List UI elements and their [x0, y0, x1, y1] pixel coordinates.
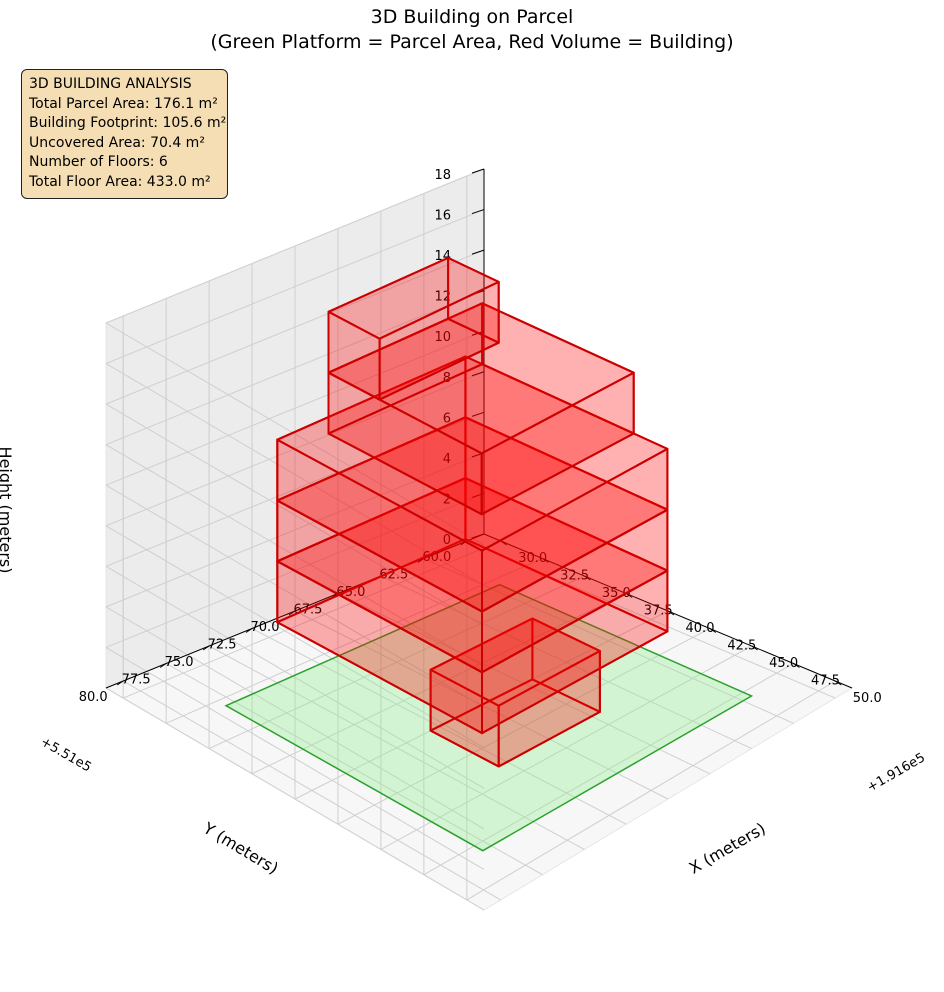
z-tick-label: 18	[434, 168, 451, 183]
z-tick	[471, 411, 485, 417]
info-heading: 3D BUILDING ANALYSIS	[29, 76, 192, 92]
back-left-gridline-z	[105, 452, 485, 608]
y-tick	[245, 628, 253, 633]
y-tick-label: 60.0	[422, 550, 451, 565]
x-tick-label: 37.5	[644, 604, 673, 619]
back-left-gridline-z	[105, 290, 485, 446]
back-right-gridline-z	[105, 606, 485, 830]
floor-6-face-top	[327, 256, 500, 340]
info-building-footprint: Building Footprint: 105.6 m²	[29, 115, 227, 131]
y-tick-label: 75.0	[165, 655, 194, 670]
parcel-platform	[224, 583, 754, 852]
x-tick	[542, 558, 549, 563]
x-tick	[834, 680, 842, 686]
x-tick-label: 42.5	[727, 639, 756, 654]
x-tick	[625, 593, 633, 598]
y-tick	[288, 610, 296, 616]
y-tick-label: 80.0	[79, 690, 108, 705]
y-tick	[116, 680, 124, 686]
x-tick-label: 47.5	[811, 674, 840, 689]
z-tick	[471, 371, 485, 377]
back-right-gridline-z	[105, 647, 485, 870]
z-axis-title: Height (meters)	[0, 447, 15, 574]
z-tick-label: 8	[443, 371, 451, 386]
info-total-floor-area: Total Floor Area: 433.0 m²	[29, 173, 211, 190]
x-offset-label: +1.916e5	[865, 750, 928, 795]
back-right-gridline-z	[105, 565, 485, 789]
x-tick	[584, 575, 591, 581]
back-right-gridline-z	[105, 687, 485, 911]
floor-4	[276, 355, 669, 613]
x-tick-label: 45.0	[769, 656, 798, 671]
x-tick	[751, 645, 758, 651]
x-tick	[793, 663, 800, 668]
z-tick-label: 2	[443, 492, 451, 507]
z-tick	[471, 209, 485, 215]
x-tick-label: 30.0	[518, 551, 547, 566]
back-left-gridline-z	[105, 249, 485, 405]
z-tick-label: 6	[443, 411, 451, 426]
back-left-gridline-z	[105, 330, 485, 486]
info-uncovered-area: Uncovered Area: 70.4 m²	[29, 134, 205, 151]
z-tick-label: 12	[434, 290, 451, 305]
y-tick-label: 72.5	[208, 638, 237, 653]
z-tick-label: 0	[443, 533, 451, 548]
z-tick-label: 10	[434, 330, 451, 345]
x-tick-label: 35.0	[602, 586, 631, 601]
y-tick-label: 62.5	[379, 568, 408, 583]
x-tick-label: 40.0	[686, 621, 715, 636]
z-tick	[471, 533, 485, 539]
z-tick-label: 16	[434, 209, 451, 224]
y-axis-title: Y (meters)	[199, 818, 281, 878]
chart-title: 3D Building on Parcel	[370, 6, 574, 28]
x-tick	[667, 610, 675, 616]
floor-gridline-y	[423, 558, 794, 724]
floor-6	[327, 256, 500, 401]
y-offset-label: +5.51e5	[38, 734, 94, 775]
chart-subtitle: (Green Platform = Parcel Area, Red Volum…	[210, 31, 734, 53]
y-tick-label: 70.0	[251, 620, 280, 635]
y-tick	[202, 645, 210, 651]
back-left-gridline-z	[105, 209, 485, 365]
z-tick	[471, 168, 485, 174]
floor-gridline-y	[165, 663, 543, 876]
x-tick	[500, 540, 508, 546]
x-tick-label: 50.0	[853, 691, 882, 706]
floor-gridline-y	[122, 680, 501, 901]
floor-1	[429, 617, 601, 768]
x-tick	[709, 628, 717, 633]
info-total-parcel-area: Total Parcel Area: 176.1 m²	[29, 95, 218, 112]
x-tick-label: 32.5	[560, 569, 589, 584]
z-tick	[471, 249, 485, 255]
analysis-info-box: 3D BUILDING ANALYSIS Total Parcel Area: …	[21, 69, 228, 199]
floor-5	[327, 302, 635, 516]
y-tick	[417, 558, 425, 563]
info-number-of-floors: Number of Floors: 6	[29, 154, 168, 170]
floor-gridline-y	[380, 575, 752, 749]
z-tick-label: 4	[443, 452, 451, 467]
y-tick	[159, 663, 167, 668]
floor-1-face-top	[429, 617, 601, 707]
y-tick-label: 77.5	[122, 673, 151, 688]
z-tick-label: 14	[434, 249, 451, 264]
x-axis-title: X (meters)	[686, 819, 769, 878]
back-left-gridline-z	[105, 168, 485, 324]
floor-gridline-y	[208, 645, 585, 850]
back-right-gridline-z	[105, 525, 485, 749]
